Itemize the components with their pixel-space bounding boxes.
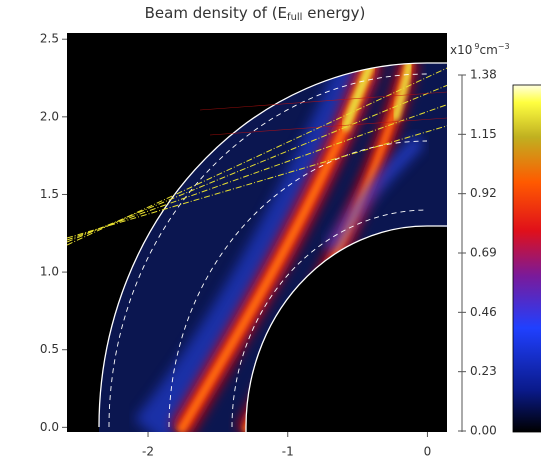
y-tick-label: 0.5 [40,342,59,356]
x-tick-label: 0 [424,445,432,459]
unit-superscript: 9 [474,42,479,51]
colorbar-unit: x10 9cm−3 [450,42,510,57]
unit-superscript: −3 [498,42,510,51]
colorbar-tick-label: 0.46 [470,305,497,319]
colorbar-tick-label: 0.69 [470,246,497,260]
y-tick-label: 2.5 [40,32,59,46]
heatmap-image [67,33,447,432]
colorbar [512,84,541,433]
colorbar-tick-label: 1.38 [470,68,497,82]
y-tick-label: 2.0 [40,109,59,123]
title-text: energy) [302,4,365,22]
x-tick-label: -1 [282,445,294,459]
unit-text: cm [479,43,497,57]
title-text: Beam density of (E [145,4,287,22]
colorbar-tick-label: 0.00 [470,424,497,438]
unit-text: x10 [450,43,472,57]
title-subscript: full [287,12,302,23]
colorbar-tick-label: 0.23 [470,364,497,378]
y-tick-label: 1.5 [40,187,59,201]
y-tick-label: 1.0 [40,265,59,279]
x-tick-label: -2 [142,445,154,459]
colorbar-tick-label: 1.15 [470,127,497,141]
y-tick-label: 0.0 [40,420,59,434]
chart-title: Beam density of (Efull energy) [145,4,366,24]
colorbar-tick-label: 0.92 [470,186,497,200]
